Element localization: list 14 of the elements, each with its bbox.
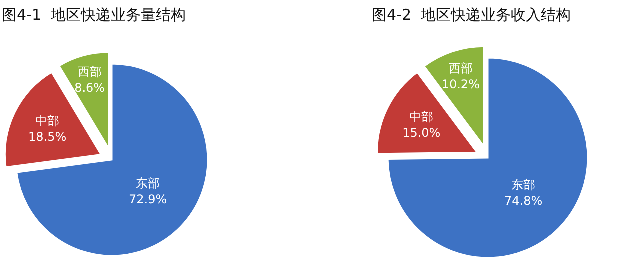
chart-title: 图4-2 地区快递业务收入结构 [372,6,572,24]
data-label: 8.6% [74,80,106,95]
slice-label: 东部 [136,176,160,191]
chart-title: 图4-1 地区快递业务量结构 [2,6,186,24]
data-label: 10.2% [442,77,480,92]
slice-label: 西部 [78,64,102,79]
slice-label: 东部 [512,178,536,192]
data-label: 74.8% [504,194,543,208]
slice-label: 中部 [36,114,60,128]
data-label: 15.0% [402,126,441,140]
slice-label: 中部 [410,110,434,124]
slice-label: 西部 [448,61,473,76]
data-label: 72.9% [129,192,168,207]
data-label: 18.5% [28,130,67,144]
